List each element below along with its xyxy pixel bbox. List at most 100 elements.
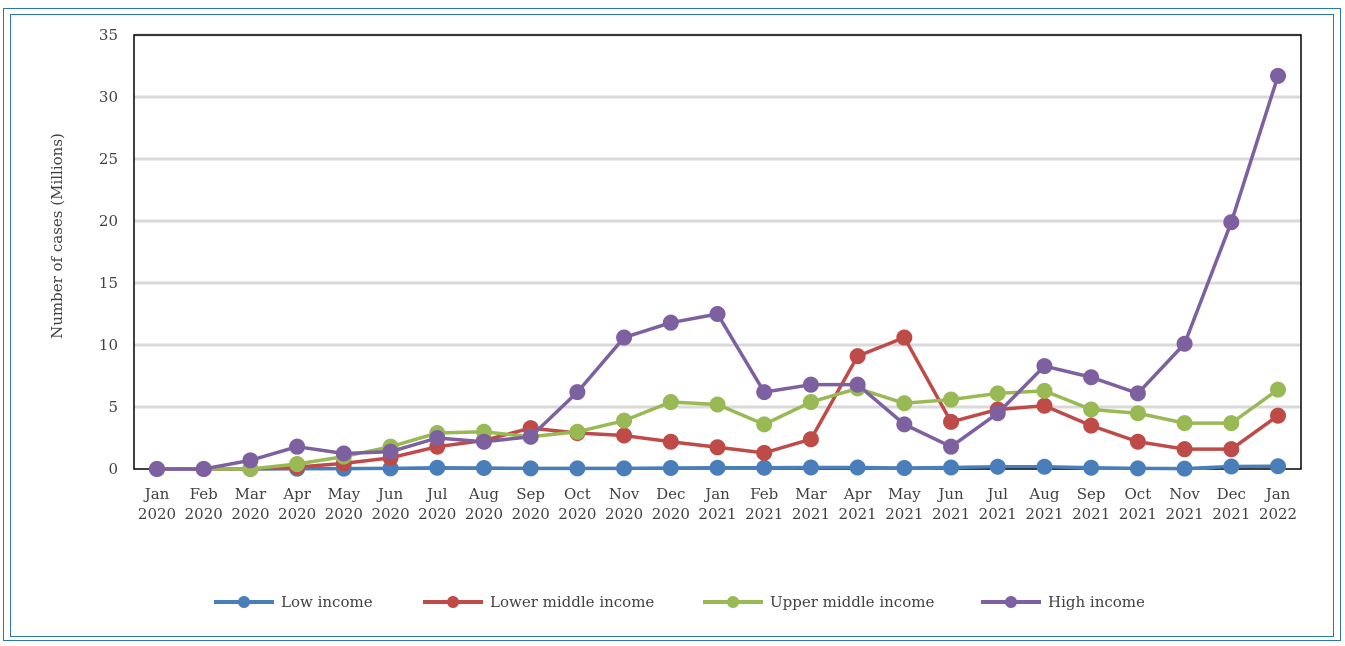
data-point [616,427,633,444]
y-tick-label: 35 [99,26,118,44]
data-point [1270,407,1286,424]
y-tick-label: 25 [99,150,118,168]
data-point [896,329,913,346]
legend-label: High income [1048,593,1145,611]
data-point [149,461,165,477]
data-point [896,460,913,477]
y-tick-label: 20 [99,212,118,230]
data-point [616,460,633,477]
y-tick-label: 30 [99,88,118,106]
x-tick-label: Apr 2021 [839,485,877,523]
data-point [522,460,539,477]
data-point [756,444,773,461]
data-point [989,458,1006,475]
data-point [662,394,679,411]
data-point [709,306,726,322]
series-lines [149,67,1286,477]
data-point [1176,335,1193,352]
legend-marker [727,596,739,608]
legend-label: Lower middle income [490,593,654,611]
data-point [569,384,586,401]
data-point [662,314,679,331]
data-point [802,394,819,411]
x-tick-label: Oct 2021 [1119,485,1157,523]
data-point [756,459,773,476]
data-point [896,416,913,433]
data-point [802,459,819,476]
data-point [289,438,306,455]
data-point [1036,358,1053,375]
data-point [195,461,212,477]
x-tick-label: May 2021 [885,485,923,523]
data-point [522,428,539,445]
x-tick-label: Mar 2021 [792,485,830,523]
data-point [802,431,819,448]
data-point [989,385,1006,402]
x-tick-label: Sep 2021 [1072,485,1110,523]
legend-marker [1005,596,1017,608]
data-point [896,395,913,412]
data-point [709,396,726,413]
data-point [616,412,633,429]
data-point [943,459,960,476]
data-point [1223,458,1240,475]
data-point [1083,459,1100,476]
x-tick-label: Nov 2020 [605,485,643,523]
x-tick-label: Aug 2021 [1025,485,1063,523]
data-point [1083,417,1100,434]
outer-border [3,8,1341,641]
data-point [849,459,866,476]
y-tick-label: 10 [99,336,118,354]
data-point [475,460,492,477]
data-point [569,423,586,440]
data-point [989,405,1006,422]
y-axis-ticks: 0 5 10 15 20 25 30 35 [99,26,118,478]
x-tick-label: Jun 2021 [932,485,970,523]
data-point [1223,214,1240,231]
y-axis-label: Number of cases (Millions) [48,133,66,339]
data-point [1223,415,1240,432]
x-tick-label: Aug 2020 [465,485,503,523]
x-tick-label: Jul 2021 [979,485,1017,523]
data-point [1129,460,1146,477]
data-point [849,348,866,365]
data-point [1129,405,1146,422]
x-tick-label: Jun 2020 [371,485,409,523]
x-tick-label: May 2020 [325,485,363,523]
legend-item: Lower middle income [423,593,654,611]
data-point [1129,433,1146,450]
data-point [1223,441,1240,458]
data-point [1176,460,1193,477]
x-tick-label: Jan 2022 [1259,485,1297,523]
data-point [289,456,306,473]
data-point [756,416,773,433]
legend-item: Upper middle income [703,593,934,611]
data-point [569,460,586,477]
data-point [1083,401,1100,418]
legend-item: Low income [214,593,373,611]
legend: Low income Lower middle income Upper middl… [214,593,1145,611]
data-point [943,413,960,430]
y-tick-label: 15 [99,274,118,292]
data-point [1129,385,1146,402]
data-point [1083,369,1100,386]
data-point [1176,441,1193,458]
gridlines [134,33,1301,409]
legend-marker [447,596,459,608]
data-point [756,384,773,401]
data-point [709,439,726,456]
y-tick-label: 5 [108,398,118,416]
data-point [662,433,679,450]
x-tick-label: Sep 2020 [512,485,550,523]
data-point [1036,397,1053,414]
x-tick-label: Jan 2020 [138,485,176,523]
x-tick-label: Dec 2021 [1212,485,1250,523]
data-point [616,329,633,346]
data-point [242,452,259,469]
x-tick-label: Dec 2020 [652,485,690,523]
data-point [429,459,446,476]
x-tick-label: Feb 2020 [185,485,223,523]
x-tick-label: Oct 2020 [558,485,596,523]
